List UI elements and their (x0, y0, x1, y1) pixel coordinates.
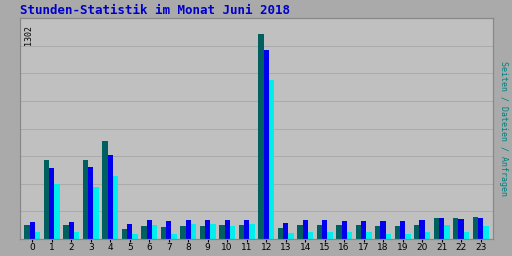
Bar (180, 226, 185, 239)
Bar (230, 226, 235, 239)
Text: Stunden-Statistik im Monat Juni 2018: Stunden-Statistik im Monat Juni 2018 (19, 4, 289, 17)
Bar (152, 225, 157, 239)
Bar (375, 226, 380, 239)
Bar (54, 184, 59, 239)
Bar (336, 225, 342, 239)
Bar (108, 155, 113, 239)
Bar (342, 221, 347, 239)
Bar (425, 232, 430, 239)
Bar (225, 220, 230, 239)
Bar (327, 232, 332, 239)
Bar (141, 226, 146, 239)
Bar (44, 160, 49, 239)
Bar (386, 234, 391, 239)
Bar (414, 225, 419, 239)
Bar (69, 222, 74, 239)
Bar (88, 167, 93, 239)
Bar (478, 218, 483, 239)
Bar (380, 221, 386, 239)
Bar (161, 227, 166, 239)
Bar (439, 218, 444, 239)
Bar (93, 187, 99, 239)
Bar (356, 225, 361, 239)
Bar (74, 232, 79, 239)
Bar (269, 80, 274, 239)
Bar (317, 225, 322, 239)
Bar (395, 226, 400, 239)
Bar (283, 223, 288, 239)
Bar (303, 220, 308, 239)
Bar (219, 225, 225, 239)
Bar (249, 224, 254, 239)
Bar (406, 234, 411, 239)
Bar (453, 218, 458, 239)
Bar (200, 226, 205, 239)
Bar (127, 224, 132, 239)
Bar (166, 221, 172, 239)
Bar (366, 232, 372, 239)
Bar (278, 228, 283, 239)
Bar (205, 220, 210, 239)
Bar (361, 221, 366, 239)
Bar (464, 232, 469, 239)
Bar (132, 234, 138, 239)
Bar (239, 225, 244, 239)
Bar (483, 226, 488, 239)
Bar (400, 221, 406, 239)
Y-axis label: Seiten / Dateien / Anfragen: Seiten / Dateien / Anfragen (499, 61, 508, 196)
Bar (210, 224, 216, 239)
Bar (102, 141, 108, 239)
Bar (419, 220, 425, 239)
Bar (146, 220, 152, 239)
Bar (30, 222, 35, 239)
Bar (63, 225, 69, 239)
Bar (288, 233, 293, 239)
Bar (113, 176, 118, 239)
Bar (122, 229, 127, 239)
Bar (297, 225, 303, 239)
Bar (444, 225, 450, 239)
Bar (264, 50, 269, 239)
Bar (24, 225, 30, 239)
Bar (191, 224, 196, 239)
Bar (347, 232, 352, 239)
Bar (83, 160, 88, 239)
Bar (308, 232, 313, 239)
Bar (434, 218, 439, 239)
Bar (185, 220, 191, 239)
Text: 1302: 1302 (24, 25, 33, 45)
Bar (172, 234, 177, 239)
Bar (473, 217, 478, 239)
Bar (258, 34, 264, 239)
Bar (322, 220, 327, 239)
Bar (244, 220, 249, 239)
Bar (458, 219, 464, 239)
Bar (35, 232, 40, 239)
Bar (49, 168, 54, 239)
